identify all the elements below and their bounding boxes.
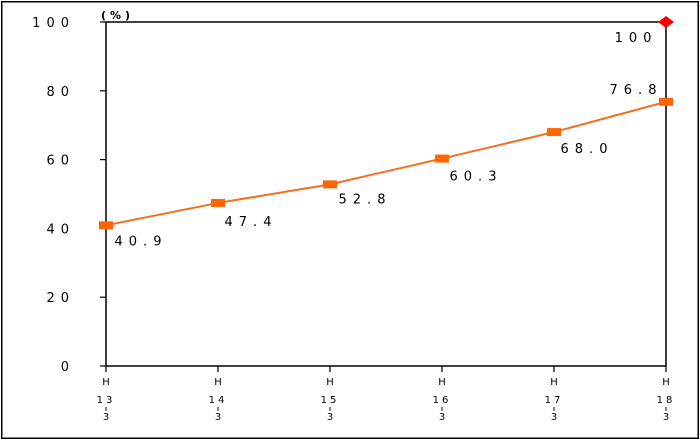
x-tick-month: 3 xyxy=(439,412,445,423)
x-tick-era: H xyxy=(326,377,334,388)
y-tick-label: 20 xyxy=(46,291,75,306)
data-point-marker xyxy=(547,128,561,137)
data-point-marker xyxy=(323,180,337,189)
series-line xyxy=(105,100,667,227)
data-point-marker xyxy=(211,198,225,207)
x-tick-month: 3 xyxy=(327,412,333,423)
x-tick-year: 18 xyxy=(657,395,676,406)
plot-area xyxy=(105,21,667,367)
y-tick-label: 0 xyxy=(61,360,75,375)
data-label: 52.8 xyxy=(339,192,392,207)
y-tick-label: 80 xyxy=(46,85,75,100)
target-label: 100 xyxy=(615,31,658,46)
data-label: 76.8 xyxy=(610,83,663,98)
x-tick-month: 3 xyxy=(215,412,221,423)
y-axis: 100 80 60 40 20 0 xyxy=(32,16,106,375)
data-point-marker xyxy=(99,221,113,230)
data-label: 47.4 xyxy=(225,215,278,230)
y-tick-label: 40 xyxy=(46,222,75,237)
x-tick-era: H xyxy=(214,377,222,388)
x-tick-month: 3 xyxy=(663,412,669,423)
target-diamond-marker xyxy=(658,16,674,28)
series-layer xyxy=(99,16,674,230)
y-unit-label: (%) xyxy=(101,9,134,22)
x-tick-year: 14 xyxy=(209,395,228,406)
data-point-marker xyxy=(435,154,449,163)
x-tick-year: 16 xyxy=(433,395,452,406)
x-axis: H 13 3 H 14 3 H 15 3 H 16 3 H 17 3 H 18 3 xyxy=(97,366,676,423)
x-tick-year: 13 xyxy=(97,395,116,406)
x-tick-era: H xyxy=(438,377,446,388)
x-tick-era: H xyxy=(662,377,670,388)
x-tick-month: 3 xyxy=(551,412,557,423)
x-tick-year: 17 xyxy=(545,395,564,406)
x-tick-month: 3 xyxy=(103,412,109,423)
y-tick-label: 60 xyxy=(46,154,75,169)
x-tick-era: H xyxy=(550,377,558,388)
data-label: 68.0 xyxy=(561,142,614,157)
y-tick-label: 100 xyxy=(32,16,75,31)
data-labels: 40.9 47.4 52.8 60.3 68.0 76.8 100 xyxy=(115,31,663,249)
data-point-marker xyxy=(659,97,673,106)
x-tick-era: H xyxy=(102,377,110,388)
data-label: 60.3 xyxy=(450,170,503,185)
x-tick-year: 15 xyxy=(321,395,340,406)
data-label: 40.9 xyxy=(115,234,168,249)
